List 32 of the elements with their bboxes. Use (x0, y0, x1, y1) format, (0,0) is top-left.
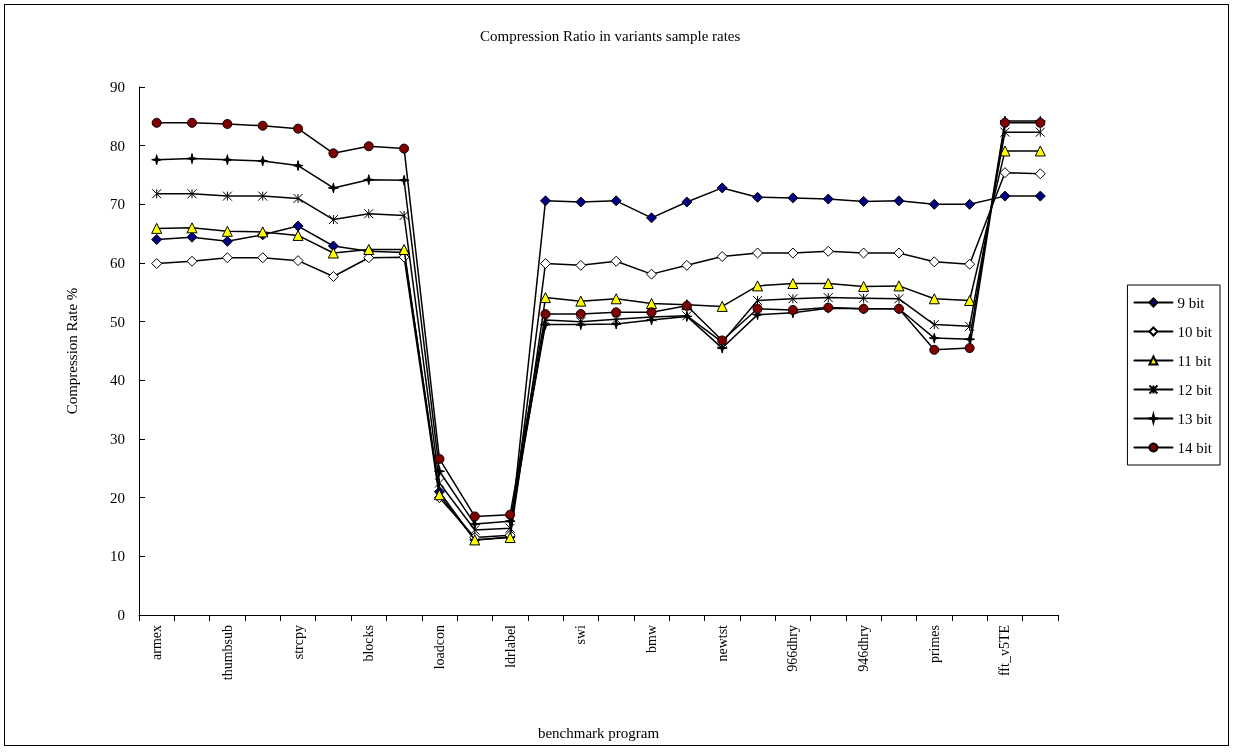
y-tick-label: 50 (110, 313, 125, 330)
x-tick-label: ldrlabel (502, 624, 518, 668)
y-tick-label: 80 (110, 137, 125, 154)
x-tick-label: loadcon (431, 625, 447, 670)
y-tick-label: 60 (110, 255, 125, 271)
x-axis-title: benchmark program (537, 724, 660, 741)
y-axis-title: Compression Rate % (63, 287, 80, 415)
x-tick-label: primes (926, 625, 942, 664)
y-tick-label: 90 (110, 79, 125, 95)
x-tick-label: 946dhry (856, 625, 872, 672)
y-tick-label: 30 (110, 431, 125, 447)
x-tick-label: fft_v5TE (997, 625, 1013, 677)
y-tick-label: 20 (110, 489, 125, 506)
x-tick-label: armex (149, 625, 165, 660)
x-tick-label: strcpy (290, 625, 306, 660)
x-tick-label: swi (573, 624, 589, 645)
legend-label: 9 bit (1177, 294, 1206, 311)
legend-label: 13 bit (1177, 410, 1213, 427)
y-tick-label: 0 (117, 607, 125, 623)
y-tick-label: 70 (110, 196, 125, 213)
legend-label: 11 bit (1177, 352, 1213, 369)
x-tick-label: thumbsub (219, 625, 235, 681)
x-tick-label: blocks (361, 625, 377, 662)
x-tick-label: 966dhry (785, 625, 801, 672)
legend-label: 12 bit (1177, 381, 1213, 398)
chart-title: Compression Ratio in variants sample rates (480, 27, 741, 44)
legend-label: 14 bit (1177, 439, 1213, 456)
y-tick-label: 40 (110, 372, 125, 389)
y-tick-label: 10 (110, 548, 125, 565)
x-tick-label: bmw (644, 624, 660, 653)
legend-label: 10 bit (1177, 323, 1213, 340)
x-tick-label: newtst (714, 624, 730, 662)
